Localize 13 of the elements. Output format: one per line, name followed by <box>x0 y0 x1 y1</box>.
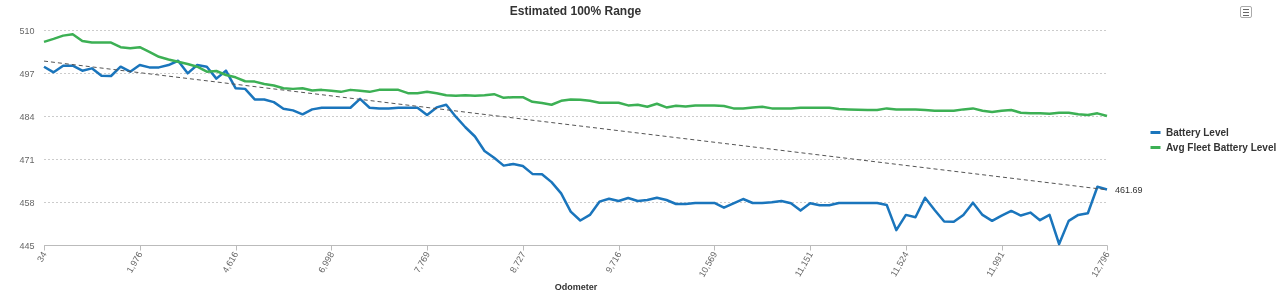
y-tick-label: 471 <box>19 154 35 165</box>
y-tick-label: 497 <box>19 68 35 79</box>
annotation: 461.69 <box>1115 184 1143 195</box>
legend-label: Avg Fleet Battery Level <box>1166 141 1277 153</box>
y-tick-label: 484 <box>19 111 35 122</box>
legend-label: Battery Level <box>1166 126 1230 138</box>
y-tick-label: 458 <box>19 197 35 208</box>
chart-title: Estimated 100% Range <box>509 4 642 18</box>
line-series <box>42 33 1109 118</box>
y-tick-label: 510 <box>19 25 35 36</box>
x-tick-label: 34 <box>35 250 49 264</box>
y-tick-label: 445 <box>19 240 35 251</box>
x-axis-title: Odometer <box>554 281 598 292</box>
